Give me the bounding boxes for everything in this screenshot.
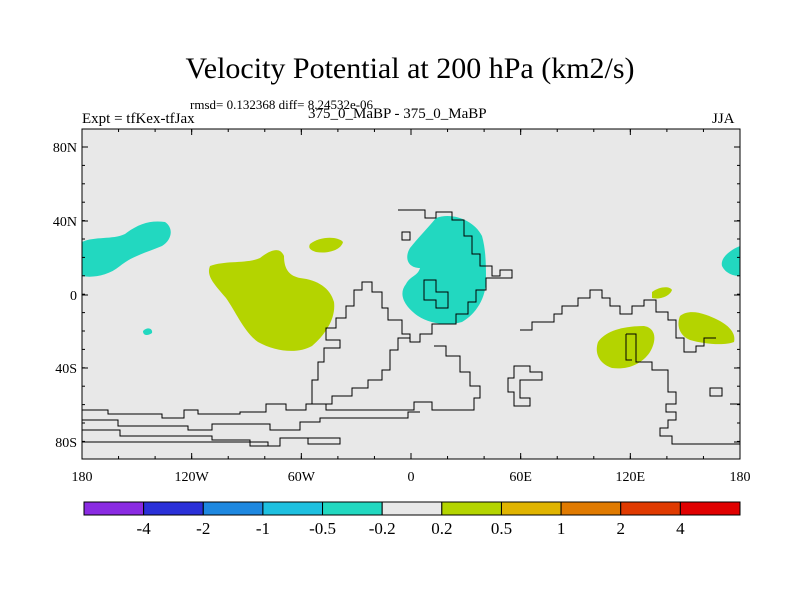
colorbar-swatch (202, 501, 264, 516)
colorbar-label: -2 (196, 519, 210, 538)
east-island-outline (709, 387, 740, 405)
lon-tick-label: 0 (408, 470, 415, 485)
colorbar-label: -1 (256, 519, 270, 538)
negative-anomaly-regions (82, 216, 740, 336)
lon-tick-label: 120W (175, 470, 210, 485)
colorbar: -4 -2 -1 -0.5 -0.2 0.2 0.5 1 2 4 (83, 501, 741, 538)
lat-tick-label: 80N (53, 141, 77, 156)
positive-region-pacific (208, 250, 335, 351)
positive-region-small-north (309, 237, 343, 253)
asia-outline (520, 289, 716, 353)
colorbar-swatch (143, 501, 204, 516)
map-axes: 80N 40N 0 40S 80S 180 120W 60W 0 60E 120E 180 (53, 129, 751, 485)
south-america-outline (507, 365, 543, 407)
positive-region-east-pacific (678, 312, 735, 345)
negative-region-east (721, 246, 740, 276)
colorbar-label: 0.5 (491, 519, 512, 538)
colorbar-swatch (560, 501, 622, 516)
positive-region-small-east (652, 287, 672, 299)
plot-title: Velocity Potential at 200 hPa (km2/s) (185, 52, 635, 85)
colorbar-label: -4 (137, 519, 152, 538)
colorbar-label: 2 (616, 519, 625, 538)
colorbar-swatch (679, 501, 741, 516)
colorbar-swatch (441, 501, 502, 516)
colorbar-label: -0.5 (309, 519, 336, 538)
coastline-outline (311, 209, 513, 405)
land-outlines (82, 209, 740, 447)
colorbar-swatch (500, 501, 562, 516)
southern-outline (82, 345, 481, 419)
season-label: JJA (712, 111, 735, 127)
lat-tick-label: 40S (55, 362, 77, 377)
colorbar-label: 4 (676, 519, 685, 538)
negative-region-small (143, 328, 153, 336)
experiment-label: Expt = tfKex-tfJax (82, 111, 195, 127)
colorbar-swatch (620, 501, 681, 516)
colorbar-label: 0.2 (431, 519, 452, 538)
antarctic-outline (82, 411, 420, 447)
colorbar-swatch (262, 501, 324, 516)
lat-tick-label: 0 (70, 289, 77, 304)
colorbar-label: 1 (557, 519, 566, 538)
lat-tick-label: 80S (55, 436, 77, 451)
colorbar-label: -0.2 (369, 519, 396, 538)
lon-tick-label: 120E (616, 470, 646, 485)
colorbar-swatch (322, 501, 383, 516)
lon-tick-label: 180 (730, 470, 751, 485)
australia-outline (625, 333, 740, 445)
island-outline-a (401, 231, 411, 241)
island-outline-b (423, 279, 449, 309)
lon-tick-label: 180 (72, 470, 93, 485)
lon-tick-label: 60E (509, 470, 532, 485)
stats-label: rmsd= 0.132368 diff= 8.24532e-06 (190, 97, 374, 112)
lat-tick-label: 40N (53, 215, 77, 230)
colorbar-swatch (83, 501, 145, 516)
case-label: 375_0_MaBP - 375_0_MaBP (308, 106, 487, 122)
negative-region-west (82, 221, 171, 277)
negative-region-africa (402, 216, 486, 324)
lon-tick-label: 60W (288, 470, 316, 485)
colorbar-swatch (381, 501, 443, 516)
